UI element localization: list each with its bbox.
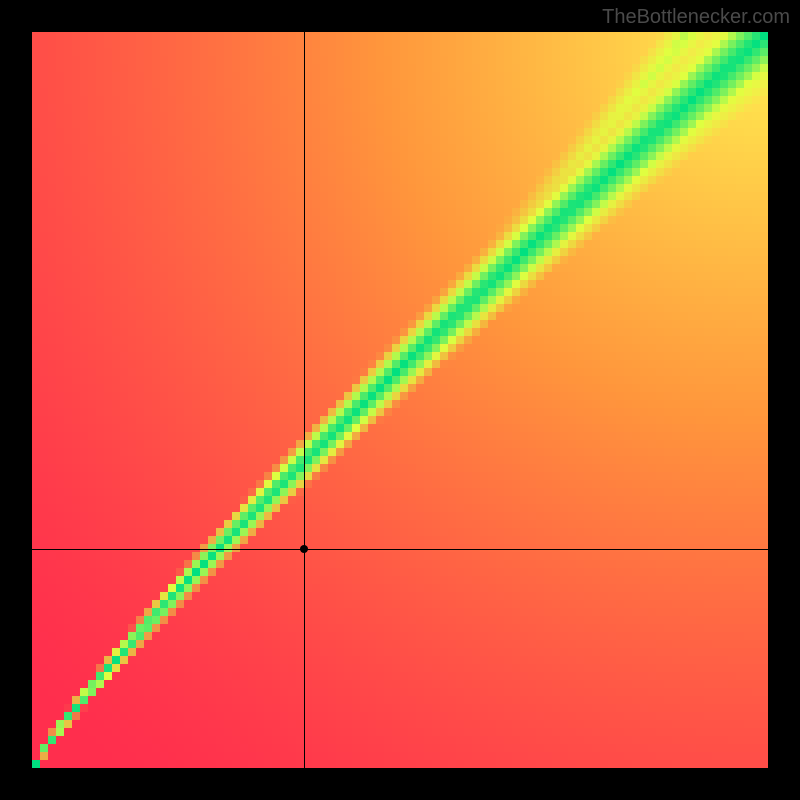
crosshair-horizontal — [32, 549, 768, 550]
crosshair-vertical — [304, 32, 305, 768]
selected-point-marker — [300, 545, 308, 553]
watermark-text: TheBottlenecker.com — [602, 6, 790, 29]
bottleneck-heatmap — [32, 32, 768, 768]
heatmap-canvas — [32, 32, 768, 768]
